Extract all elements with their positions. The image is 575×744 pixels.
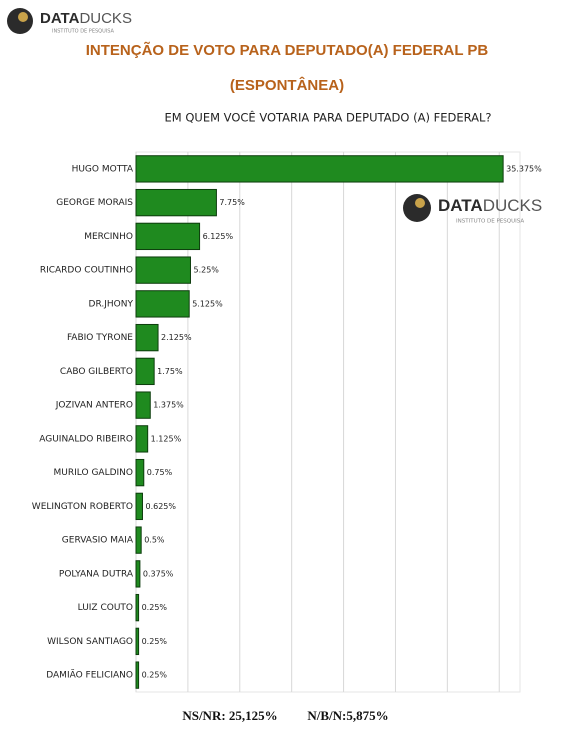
value-label: 0.75% — [147, 468, 173, 477]
value-label: 0.25% — [142, 637, 168, 646]
y-tick-label: POLYANA DUTRA — [59, 569, 134, 579]
bar — [135, 188, 217, 217]
logo: DATADUCKS INSTITUTO DE PESQUISA — [403, 194, 542, 225]
y-tick-label: AGUINALDO RIBEIRO — [39, 434, 133, 444]
y-tick-label: JOZIVAN ANTERO — [55, 401, 133, 411]
logo-tagline: INSTITUTO DE PESQUISA — [456, 219, 524, 225]
bar — [135, 323, 159, 352]
value-label: 1.125% — [151, 434, 182, 443]
logo: DATADUCKS INSTITUTO DE PESQUISA — [7, 8, 132, 35]
bar — [135, 357, 155, 386]
y-tick-label: GERVASIO MAIA — [62, 536, 134, 546]
value-label: 5.125% — [192, 299, 223, 308]
y-tick-label: DR.JHONY — [89, 299, 134, 309]
logo-tagline: INSTITUTO DE PESQUISA — [52, 29, 114, 35]
y-tick-label: FABIO TYRONE — [67, 333, 133, 343]
y-tick-label: MERCINHO — [84, 232, 133, 242]
value-label: 0.25% — [142, 603, 168, 612]
chart-title: INTENÇÃO DE VOTO PARA DEPUTADO(A) FEDERA… — [86, 41, 489, 59]
bar — [135, 627, 140, 656]
y-tick-label: RICARDO COUTINHO — [40, 266, 133, 276]
plot-area: HUGO MOTTA 35.375% GEORGE MORAIS 7.75% MERCI… — [32, 151, 542, 693]
bar — [135, 661, 140, 689]
y-tick-label: HUGO MOTTA — [72, 164, 134, 174]
value-label: 2.125% — [161, 333, 192, 342]
chart-subtitle: EM QUEM VOCÊ VOTARIA PARA DEPUTADO (A) F… — [165, 110, 492, 125]
annotation: N/B/N:5,875% — [307, 708, 388, 723]
bar — [135, 560, 141, 588]
bar — [135, 593, 140, 622]
bar — [135, 290, 190, 318]
bar — [135, 256, 191, 284]
y-tick-label: MURILO GALDINO — [54, 468, 133, 478]
value-label: 1.375% — [153, 401, 184, 410]
y-tick-label: LUIZ COUTO — [78, 603, 133, 613]
logo-word: DUCKS — [483, 196, 543, 215]
value-label: 5.25% — [193, 266, 219, 275]
value-label: 6.125% — [203, 232, 234, 241]
logo-text: DATADUCKS — [438, 196, 542, 215]
y-tick-label: GEORGE MORAIS — [56, 198, 133, 208]
value-label: 1.75% — [157, 367, 183, 376]
logo-word: DATA — [40, 10, 80, 27]
logo-icon-detail — [18, 12, 28, 22]
y-tick-label: WELINGTON ROBERTO — [32, 502, 133, 512]
y-tick-label: DAMIÃO FELICIANO — [46, 670, 133, 681]
value-label: 7.75% — [219, 198, 245, 207]
value-label: 35.375% — [506, 164, 542, 173]
value-label: 0.5% — [144, 536, 165, 545]
value-label: 0.25% — [142, 671, 168, 680]
value-label: 0.375% — [143, 569, 174, 578]
logo-icon — [403, 194, 431, 222]
bar — [135, 458, 145, 487]
bar — [135, 526, 142, 554]
bar — [135, 222, 201, 251]
chart-title: (ESPONTÂNEA) — [230, 76, 344, 94]
value-label: 0.625% — [145, 502, 176, 511]
bar — [135, 391, 151, 419]
bar — [135, 492, 143, 521]
bar — [135, 155, 504, 183]
annotation: NS/NR: 25,125% — [182, 708, 277, 723]
logo-text: DATADUCKS — [40, 10, 132, 27]
y-tick-label: WILSON SANTIAGO — [47, 637, 133, 647]
y-tick-label: CABO GILBERTO — [60, 367, 133, 377]
bar — [135, 425, 149, 453]
logo-word: DATA — [438, 196, 483, 215]
logo-word: DUCKS — [79, 10, 132, 27]
logo-icon-detail — [415, 198, 425, 208]
